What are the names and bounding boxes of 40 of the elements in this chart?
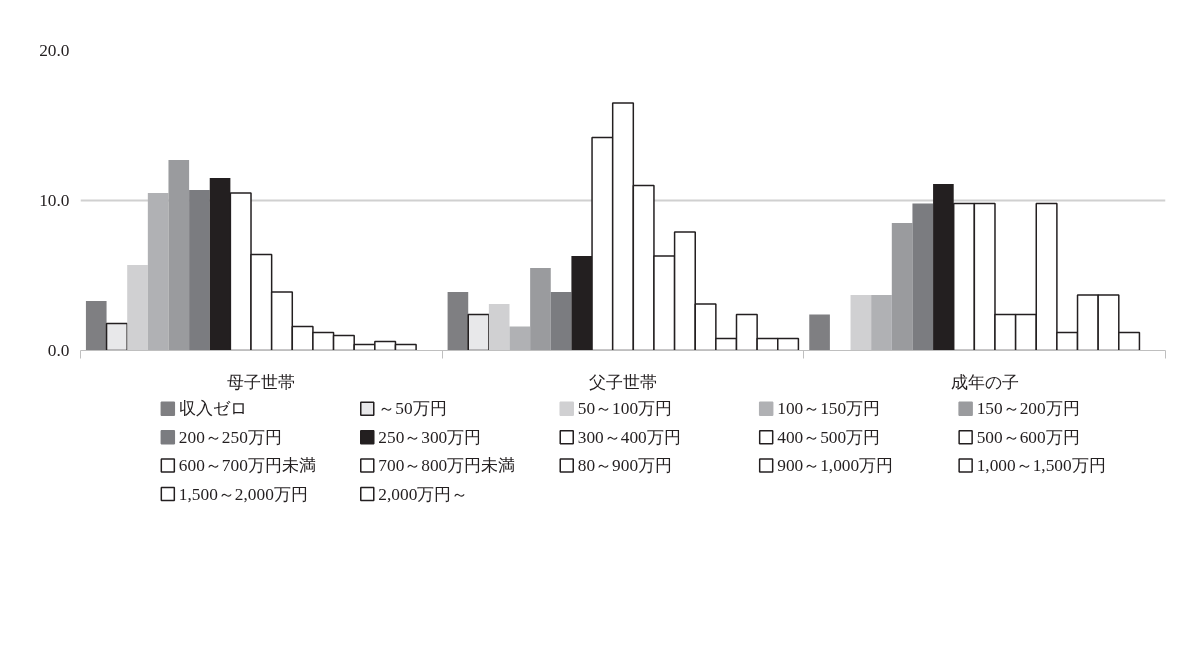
- bar: [189, 190, 210, 351]
- bar: [147, 193, 169, 351]
- x-tick-label: 父子世帯: [589, 372, 657, 392]
- legend-label: 1,500～2,000万円: [178, 484, 308, 504]
- bar: [467, 313, 490, 351]
- bar: [168, 160, 190, 351]
- bar: [509, 326, 531, 351]
- legend-label: 200～250万円: [178, 427, 282, 447]
- bar: [447, 292, 469, 351]
- bar: [488, 304, 510, 351]
- legend-label: 150～200万円: [976, 399, 1080, 419]
- bar: [850, 295, 872, 351]
- legend-label: 300～400万円: [577, 427, 681, 447]
- bar: [550, 292, 572, 351]
- legend-label: ～50万円: [378, 399, 447, 419]
- bar: [127, 265, 148, 351]
- legend-label: 600～700万円未満: [178, 456, 316, 476]
- legend-label: 500～600万円: [976, 427, 1080, 447]
- y-tick-label: 10.0: [39, 191, 70, 210]
- bar: [871, 295, 892, 351]
- legend-label: 100～150万円: [777, 399, 881, 419]
- legend-label: 250～300万円: [378, 427, 482, 447]
- legend-label: 900～1,000万円: [777, 456, 894, 476]
- bar: [809, 314, 830, 351]
- x-tick-label: 母子世帯: [227, 372, 296, 392]
- bar: [530, 268, 551, 351]
- legend-label: 収入ゼロ: [178, 399, 247, 419]
- legend-label: 50～100万円: [577, 399, 673, 419]
- legend-label: 2,000万円～: [378, 484, 469, 504]
- bar: [912, 203, 934, 351]
- bar: [85, 301, 107, 351]
- legend-label: 700～800万円未満: [378, 456, 516, 476]
- legend-label: 80～900万円: [577, 456, 673, 476]
- legend-label: 400～500万円: [777, 427, 881, 447]
- y-tick-label: 0.0: [47, 341, 70, 360]
- y-tick-label: 20.0: [39, 41, 70, 60]
- bar: [105, 322, 128, 351]
- bar: [891, 223, 913, 351]
- x-tick-label: 成年の子: [950, 372, 1019, 392]
- legend-label: 1,000～1,500万円: [976, 456, 1106, 476]
